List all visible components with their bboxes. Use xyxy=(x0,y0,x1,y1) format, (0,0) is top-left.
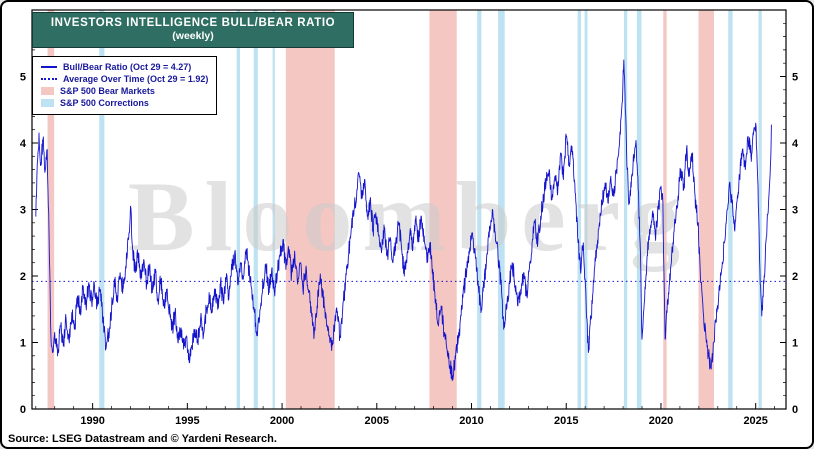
svg-text:4: 4 xyxy=(792,138,799,150)
legend-label: Bull/Bear Ratio (Oct 29 = 4.27) xyxy=(63,62,192,72)
svg-text:2015: 2015 xyxy=(554,415,578,427)
svg-text:3: 3 xyxy=(20,205,26,217)
svg-text:2025: 2025 xyxy=(743,415,767,427)
svg-text:1: 1 xyxy=(792,338,798,350)
series-layer xyxy=(35,59,772,382)
svg-text:1990: 1990 xyxy=(80,415,104,427)
legend-item-ratio: Bull/Bear Ratio (Oct 29 = 4.27) xyxy=(41,61,208,73)
svg-text:0: 0 xyxy=(792,404,798,416)
svg-text:2020: 2020 xyxy=(649,415,673,427)
svg-text:3: 3 xyxy=(792,205,798,217)
svg-text:5: 5 xyxy=(792,72,798,84)
svg-text:2010: 2010 xyxy=(459,415,483,427)
legend-item-average: Average Over Time (Oct 29 = 1.92) xyxy=(41,73,208,85)
svg-text:2: 2 xyxy=(792,271,798,283)
svg-text:5: 5 xyxy=(20,72,26,84)
chart-title: INVESTORS INTELLIGENCE BULL/BEAR RATIO xyxy=(50,17,336,29)
svg-text:1995: 1995 xyxy=(175,415,199,427)
line-swatch-icon xyxy=(41,66,57,68)
svg-text:1: 1 xyxy=(20,338,26,350)
svg-text:0: 0 xyxy=(20,404,26,416)
chart-subtitle: (weekly) xyxy=(172,30,214,42)
svg-text:4: 4 xyxy=(20,138,27,150)
legend-item-corrections: S&P 500 Corrections xyxy=(41,97,208,109)
legend-label: S&P 500 Corrections xyxy=(60,98,149,108)
bear-band-swatch-icon xyxy=(41,87,54,95)
svg-text:2000: 2000 xyxy=(270,415,294,427)
svg-text:2005: 2005 xyxy=(365,415,389,427)
legend-label: S&P 500 Bear Markets xyxy=(60,86,155,96)
dotted-line-swatch-icon xyxy=(41,78,57,80)
correction-band-swatch-icon xyxy=(41,99,54,107)
bands-layer xyxy=(47,10,762,409)
chart-title-box: INVESTORS INTELLIGENCE BULL/BEAR RATIO (… xyxy=(32,12,354,48)
legend-label: Average Over Time (Oct 29 = 1.92) xyxy=(63,74,209,84)
legend-item-bear-markets: S&P 500 Bear Markets xyxy=(41,85,208,97)
svg-text:2: 2 xyxy=(20,271,26,283)
source-note: Source: LSEG Datastream and © Yardeni Re… xyxy=(8,433,277,445)
bloomberg-watermark: Bloomberg xyxy=(128,161,690,272)
axes-layer: 1990 1995 2000 2005 2010 2015 2020 2025 0 0 1 1 2 2 3 3… xyxy=(20,9,799,427)
legend: Bull/Bear Ratio (Oct 29 = 4.27) Average … xyxy=(32,56,218,115)
